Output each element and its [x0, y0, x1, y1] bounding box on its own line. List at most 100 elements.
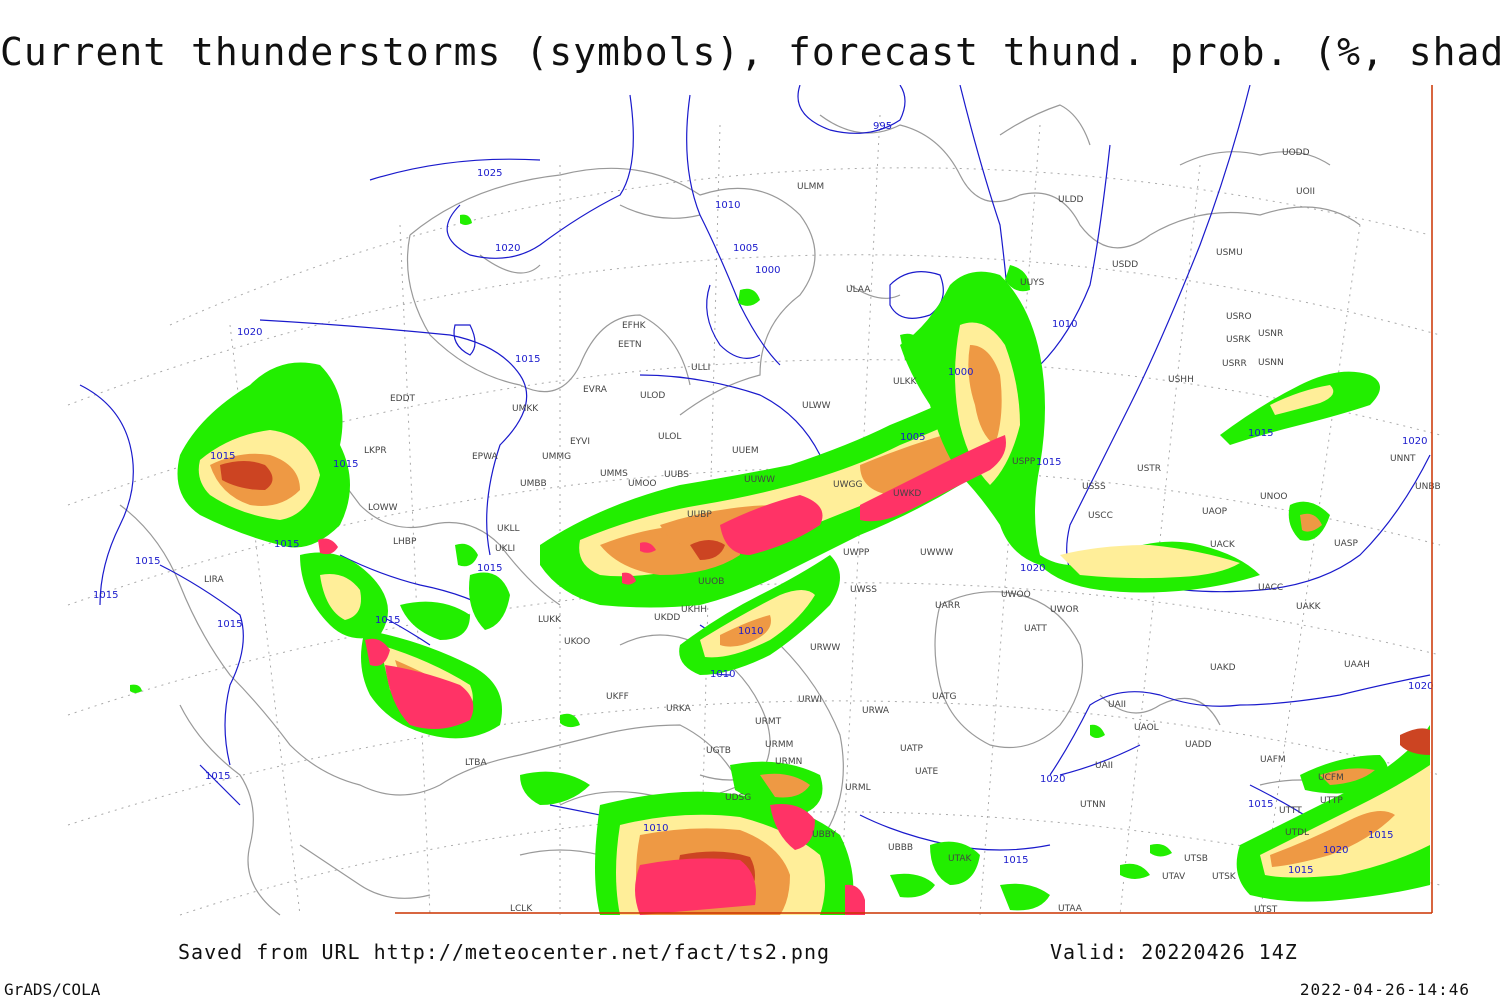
station-label: UUYS	[1020, 278, 1045, 288]
station-label: LHBP	[393, 537, 417, 547]
storm-symbols	[318, 435, 1006, 915]
station-label: UWOO	[1001, 590, 1031, 600]
isobar-label-1020d: 1020	[1040, 774, 1065, 785]
isobar-label-1025: 1025	[477, 168, 502, 179]
station-label: ULOD	[640, 391, 665, 401]
station-label: UACK	[1210, 540, 1236, 550]
isobar-label-1015k: 1015	[1036, 457, 1061, 468]
isobar-label-1020f: 1020	[1408, 681, 1433, 692]
isobar-label-1020: 1020	[495, 243, 520, 254]
station-labels: UODD UOII ULDD USMU USDD ULMM ULAA UUYS …	[204, 148, 1441, 915]
valid-time-text: Valid: 20220426 14Z	[1050, 940, 1298, 964]
isobar-label-1020e: 1020	[1402, 436, 1427, 447]
isobar-label-1010b: 1010	[1052, 319, 1077, 330]
station-label: USCC	[1088, 511, 1113, 521]
isobar-label-1015p: 1015	[1288, 865, 1313, 876]
station-label: URMM	[765, 740, 793, 750]
isobar-label-1020c: 1020	[1020, 563, 1045, 574]
station-label: ULOL	[658, 432, 681, 442]
station-label: LKPR	[364, 446, 387, 456]
station-label: UWPP	[843, 548, 870, 558]
station-label: UAOL	[1134, 723, 1159, 733]
station-label: LUKK	[538, 615, 562, 625]
isobar-label-1015d: 1015	[274, 539, 299, 550]
station-label: UBBY	[812, 830, 836, 840]
station-label: UATP	[900, 744, 924, 754]
station-label: UNOO	[1260, 492, 1288, 502]
station-label: ULKK	[893, 377, 918, 387]
station-label: UTTT	[1279, 806, 1302, 816]
station-label: UGTB	[706, 746, 731, 756]
station-label: UWGG	[833, 480, 862, 490]
station-label: UTAK	[948, 854, 973, 864]
station-label: USRO	[1226, 312, 1252, 322]
station-label: UTSB	[1184, 854, 1208, 864]
source-url-text: Saved from URL http://meteocenter.net/fa…	[178, 940, 831, 964]
station-label: LTBA	[465, 758, 487, 768]
station-label: UAKK	[1296, 602, 1322, 612]
station-label: UUBS	[664, 470, 689, 480]
isobar-label-1015n: 1015	[1248, 799, 1273, 810]
station-label: UTST	[1254, 905, 1278, 915]
isobar-label-1015f: 1015	[93, 590, 118, 601]
station-label: UKFF	[606, 692, 629, 702]
station-label: UKDD	[654, 613, 680, 623]
station-label: UASP	[1334, 539, 1358, 549]
isobar-label-1015e: 1015	[135, 556, 160, 567]
chart-title: Current thunderstorms (symbols), forecas…	[0, 30, 1500, 74]
station-label: USHH	[1168, 375, 1194, 385]
isobar-label-1015b: 1015	[210, 451, 235, 462]
station-label: USSS	[1082, 482, 1106, 492]
station-label: UAOP	[1202, 507, 1228, 517]
station-label: UUWW	[744, 475, 775, 485]
station-label: UOII	[1296, 187, 1315, 197]
station-label: USRR	[1222, 359, 1247, 369]
station-label: UBBB	[888, 843, 913, 853]
station-label: USRK	[1226, 335, 1252, 345]
station-label: ULAA	[846, 285, 871, 295]
station-label: UUOB	[698, 577, 724, 587]
map-border	[395, 85, 1433, 914]
station-label: LOWW	[368, 503, 398, 513]
station-label: USPP	[1012, 457, 1036, 467]
isobar-label-1015g: 1015	[217, 619, 242, 630]
station-label: UDSG	[725, 793, 751, 803]
map-canvas: 995 1000 1000 1005 1005 1010 1010 1010 1…	[67, 85, 1441, 916]
station-label: UTNN	[1080, 800, 1106, 810]
station-label: LCLK	[510, 904, 533, 914]
station-label: URML	[845, 783, 871, 793]
station-label: UKLL	[497, 524, 520, 534]
isobar-label-1005b: 1005	[900, 432, 925, 443]
station-label: UTDL	[1285, 828, 1309, 838]
station-label: ULWW	[802, 401, 831, 411]
station-label: EDDT	[390, 394, 416, 404]
generation-timestamp: 2022-04-26-14:46	[1299, 980, 1470, 999]
station-label: UODD	[1282, 148, 1310, 158]
isobar-label-1015j: 1015	[205, 771, 230, 782]
station-label: UATE	[915, 767, 939, 777]
isobar-label-1010: 1010	[715, 200, 740, 211]
station-label: UWWW	[920, 548, 953, 558]
station-label: UNNT	[1390, 454, 1416, 464]
isobar-label-1010e: 1010	[643, 823, 668, 834]
isobar-label-group: 995 1000 1000 1005 1005 1010 1010 1010 1…	[93, 121, 1433, 876]
station-label: EFHK	[622, 321, 647, 331]
isobar-label-1015c: 1015	[333, 459, 358, 470]
station-label: UWOR	[1050, 605, 1079, 615]
station-label: UWSS	[850, 585, 877, 595]
station-label: UTSK	[1212, 872, 1237, 882]
station-label: UAII	[1095, 761, 1113, 771]
station-label: URMT	[755, 717, 782, 727]
station-label: UUEM	[732, 446, 759, 456]
isobar-label-1015l: 1015	[1248, 428, 1273, 439]
station-label: UTTP	[1320, 796, 1343, 806]
station-label: UKOO	[564, 637, 590, 647]
station-label: UACC	[1258, 583, 1283, 593]
station-label: USNR	[1258, 329, 1283, 339]
station-label: UNBB	[1415, 482, 1441, 492]
isobar-label-1015i: 1015	[375, 615, 400, 626]
station-label: UMBB	[520, 479, 547, 489]
station-label: UTAA	[1058, 904, 1083, 914]
station-label: URMN	[775, 757, 802, 767]
station-label: URWA	[862, 706, 890, 716]
